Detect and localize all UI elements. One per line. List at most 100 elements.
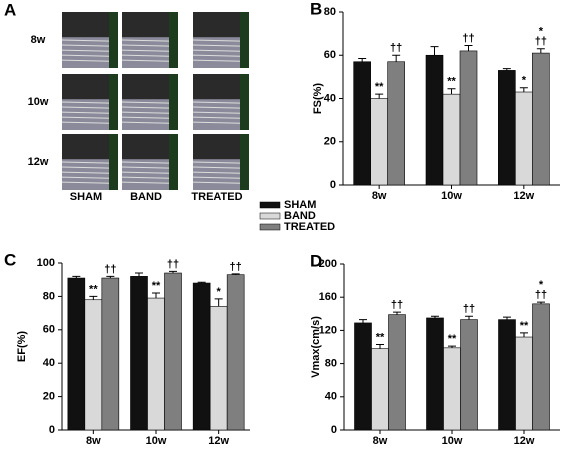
legend-label: TREATED [284, 221, 335, 233]
x-tick-label: 10w [146, 435, 167, 447]
x-tick-label: 10w [442, 435, 463, 447]
column-label: BAND [130, 191, 162, 203]
significance-marker: ** [89, 283, 98, 295]
error-bar [448, 345, 456, 348]
legend-label: SHAM [284, 199, 316, 211]
bar [353, 61, 371, 186]
significance-marker: * [522, 75, 527, 87]
echo-line [192, 54, 242, 57]
legend-swatch [259, 201, 281, 209]
error-bar [431, 315, 439, 318]
echo-line [121, 39, 171, 42]
echo-band [193, 37, 241, 68]
significance-marker: †† [535, 289, 547, 301]
echo-band [193, 99, 241, 130]
significance-marker: †† [230, 261, 242, 273]
bar [84, 299, 103, 431]
error-bar [503, 316, 511, 320]
bar [164, 272, 182, 431]
y-tick-label: 40 [325, 391, 337, 403]
echo-line [121, 106, 171, 109]
significance-marker: * [539, 279, 544, 291]
echo-line [61, 171, 111, 174]
echo-line [61, 176, 111, 179]
echo-line [121, 59, 171, 62]
y-tick-label: 80 [325, 358, 337, 370]
row-label: 10w [28, 96, 49, 108]
significance-marker: †† [104, 263, 116, 275]
error-bar [465, 315, 473, 320]
y-tick-label: 100 [37, 257, 55, 269]
echo-line [61, 59, 111, 62]
bar [515, 91, 533, 186]
error-bar [430, 46, 439, 56]
y-tick-label: 20 [43, 391, 55, 403]
echo-band [193, 159, 241, 190]
y-tick-label: 160 [319, 291, 337, 303]
error-bar [464, 45, 473, 51]
significance-marker: ** [375, 81, 384, 93]
echo-line [61, 161, 111, 164]
echo-line [61, 39, 111, 42]
y-tick-label: 40 [324, 92, 336, 104]
y-tick-label: 120 [319, 324, 337, 336]
error-bar [106, 275, 115, 279]
echo-line [192, 121, 242, 124]
echo-band [122, 37, 170, 68]
bar [498, 319, 516, 431]
bar [388, 314, 406, 431]
bar [459, 50, 478, 186]
echo-line [61, 111, 111, 114]
bar [443, 347, 461, 431]
echo-line [121, 54, 171, 57]
panel-label: B [310, 0, 322, 18]
echo-line [61, 106, 111, 109]
echo-line [121, 171, 171, 174]
echo-line [192, 161, 242, 164]
legend-swatch [259, 223, 281, 231]
echo-line [192, 116, 242, 119]
echo-text [240, 134, 249, 190]
echo-line [121, 101, 171, 104]
error-bar [376, 344, 384, 349]
echo-line [121, 111, 171, 114]
row-label: 8w [31, 34, 46, 46]
x-tick-label: 8w [86, 435, 101, 447]
significance-marker: * [539, 26, 544, 38]
error-bar [152, 292, 160, 299]
y-tick-label: 200 [319, 258, 337, 270]
echo-line [192, 106, 242, 109]
significance-marker: †† [391, 299, 403, 311]
panel-label: D [310, 251, 322, 270]
error-bar [537, 301, 545, 304]
echo-line [61, 166, 111, 169]
echo-band [62, 37, 110, 68]
significance-marker: †† [535, 36, 547, 48]
echo-line [121, 166, 171, 169]
bar [425, 54, 444, 186]
y-tick-label: 60 [324, 49, 336, 61]
significance-marker: ** [152, 280, 161, 292]
bar [147, 297, 165, 431]
echo-line [192, 176, 242, 179]
y-tick-label: 40 [43, 357, 55, 369]
echo-line [121, 161, 171, 164]
bar [101, 277, 120, 431]
bar [426, 317, 444, 431]
echo-line [61, 116, 111, 119]
bar [370, 98, 388, 186]
error-bar [536, 48, 545, 54]
y-tick-label: 60 [43, 324, 55, 336]
panel-label: A [4, 0, 16, 19]
echo-line [61, 121, 111, 124]
echo-text [109, 74, 118, 130]
echo-line [192, 49, 242, 52]
error-bar [197, 281, 206, 284]
echo-line [192, 44, 242, 47]
bar [354, 322, 372, 431]
bar [460, 319, 478, 431]
bar [532, 303, 550, 431]
y-tick-label: 20 [324, 136, 336, 148]
echo-band [62, 159, 110, 190]
